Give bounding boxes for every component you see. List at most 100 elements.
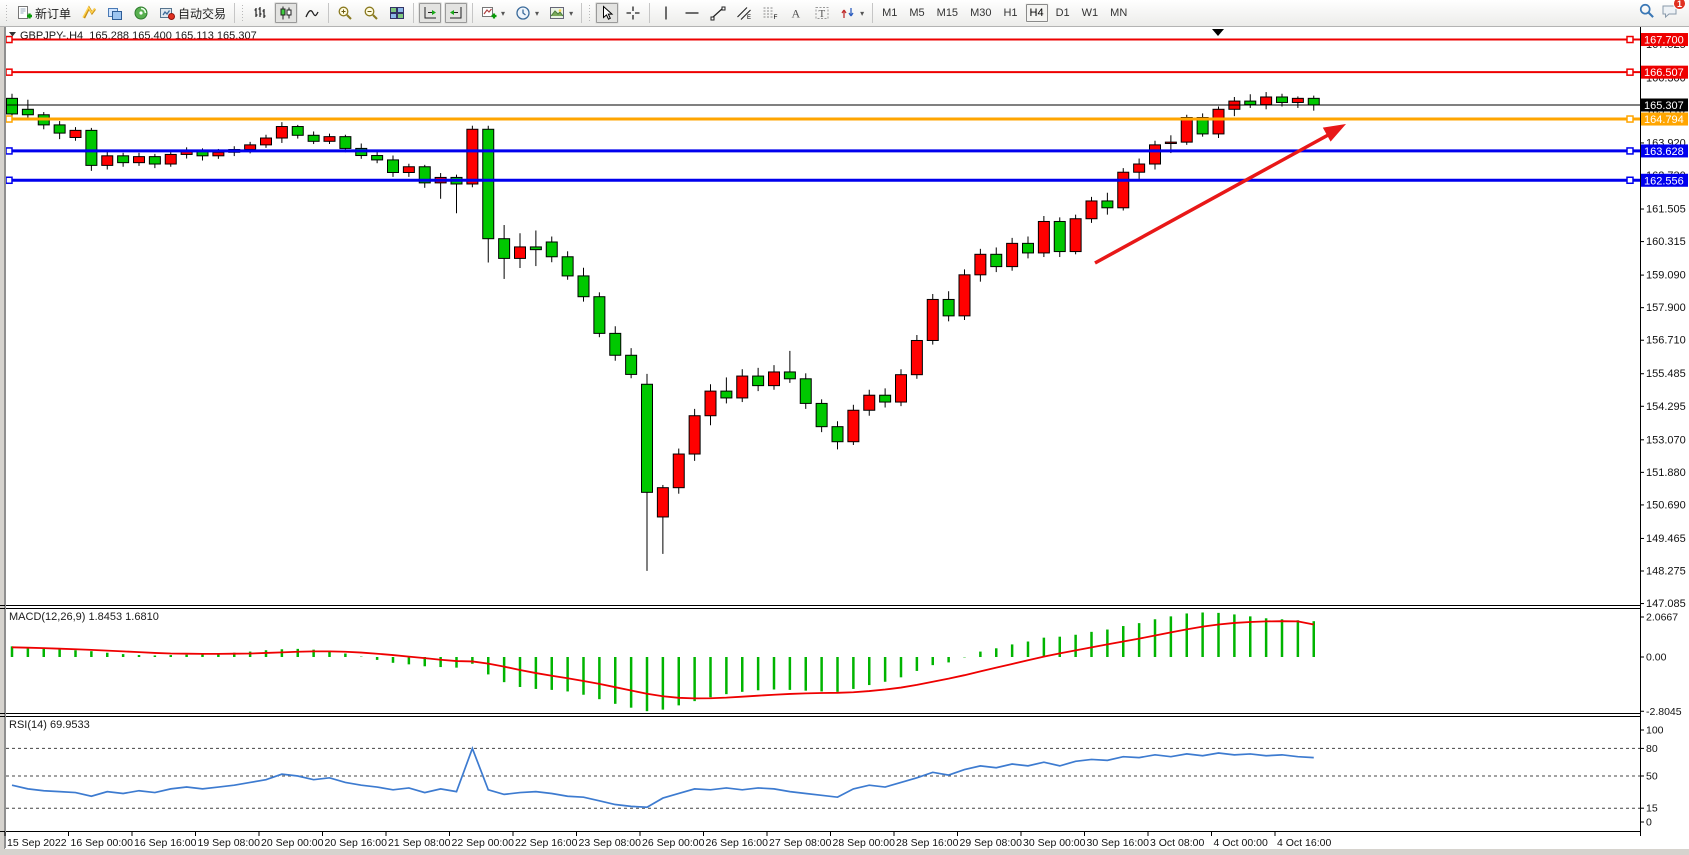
trend-arrow[interactable] xyxy=(1094,124,1346,265)
new-chart-button[interactable] xyxy=(77,2,101,24)
price-axis[interactable]: 167.525 166.300 165.110 163.920 162.730 161.5… xyxy=(1640,33,1688,610)
new-chart-icon xyxy=(81,5,97,21)
rsi-indicator xyxy=(6,745,1640,809)
navigator-button[interactable] xyxy=(129,2,153,24)
macd-signal-line xyxy=(11,620,1314,700)
crosshair-button[interactable] xyxy=(621,2,645,24)
hline-handle[interactable] xyxy=(5,115,13,123)
price-tick: 154.295 xyxy=(1646,401,1686,413)
periods-button[interactable]: ▾ xyxy=(511,2,543,24)
autotrading-button[interactable]: 自动交易 xyxy=(155,2,230,24)
price-label: 166.507 xyxy=(1644,67,1684,79)
indicators-button[interactable]: ▾ xyxy=(477,2,509,24)
toolbar-separator xyxy=(872,3,874,23)
templates-icon xyxy=(549,5,565,21)
dropdown-caret-icon[interactable]: ▾ xyxy=(569,8,574,18)
hline-button[interactable] xyxy=(680,2,704,24)
arrange-windows-button[interactable] xyxy=(385,2,409,24)
zoom-in-button[interactable] xyxy=(333,2,357,24)
rsi-axis-tick: 100 xyxy=(1646,725,1664,737)
price-label-box xyxy=(1641,98,1688,112)
price-tick: 147.085 xyxy=(1646,598,1686,610)
dropdown-caret-icon[interactable]: ▾ xyxy=(860,8,865,18)
timeframe-m15-button[interactable]: M15 xyxy=(936,7,959,19)
vline-button[interactable] xyxy=(654,2,678,24)
timeframe-h4-button[interactable]: H4 xyxy=(1024,3,1049,23)
hline-icon xyxy=(684,5,700,21)
bar-chart-icon xyxy=(252,5,268,21)
hline-handle[interactable] xyxy=(1626,176,1634,185)
rsi-axis-tick: 50 xyxy=(1646,771,1658,783)
arrows-button[interactable]: ▾ xyxy=(836,2,868,24)
time-axis[interactable]: 15 Sep 2022 16 Sep 00:00 16 Sep 16:00 19 Se… xyxy=(4,832,1331,849)
timeframe-h1-button[interactable]: H1 xyxy=(1003,7,1018,19)
notifications-button[interactable]: 1 xyxy=(1661,0,1686,24)
arrows-icon xyxy=(840,5,856,21)
auto-scroll-button[interactable] xyxy=(418,2,443,24)
price-label-box xyxy=(1641,173,1688,187)
profiles-button[interactable] xyxy=(103,2,127,24)
channel-button[interactable]: E xyxy=(732,2,756,24)
cursor-button[interactable] xyxy=(595,2,620,24)
hline-handle[interactable] xyxy=(1626,115,1634,123)
hline-handle[interactable] xyxy=(5,176,13,185)
timeframe-m1-button[interactable]: M1 xyxy=(882,7,898,19)
hline-handle[interactable] xyxy=(5,147,13,155)
zoom-out-button[interactable] xyxy=(359,2,383,24)
hline-handle[interactable] xyxy=(1626,68,1634,76)
dropdown-caret-icon[interactable]: ▾ xyxy=(501,8,506,18)
svg-text:T: T xyxy=(819,8,826,20)
search-icon[interactable] xyxy=(1638,2,1655,24)
price-tick: 159.090 xyxy=(1646,270,1686,282)
time-tick-label: 4 Oct 16:00 xyxy=(1277,837,1331,849)
chart-shift-icon xyxy=(448,5,464,21)
fibonacci-button[interactable]: F xyxy=(758,2,782,24)
crosshair-icon xyxy=(625,5,641,21)
vline-icon xyxy=(658,5,674,21)
label-button[interactable]: T xyxy=(810,2,834,24)
toolbar-separator xyxy=(328,3,330,23)
price-label: 163.628 xyxy=(1644,146,1684,158)
templates-button[interactable]: ▾ xyxy=(545,2,577,24)
time-tick-label: 4 Oct 00:00 xyxy=(1214,837,1268,849)
time-tick-label: 27 Sep 08:00 xyxy=(769,837,832,849)
price-tick: 167.525 xyxy=(1646,39,1686,51)
svg-text:F: F xyxy=(774,14,778,21)
price-tick: 160.315 xyxy=(1646,236,1686,248)
new-order-icon xyxy=(16,5,32,21)
label-icon: T xyxy=(814,5,830,21)
chart-window[interactable]: GBPJPY-,H4 165.288 165.400 165.113 165.3… xyxy=(0,27,1689,855)
timeframe-w1-button[interactable]: W1 xyxy=(1081,7,1099,19)
toolbar-grip xyxy=(240,4,246,22)
hline-handle[interactable] xyxy=(5,68,13,76)
chart-shift-button[interactable] xyxy=(444,2,469,24)
text-button[interactable]: A xyxy=(784,2,808,24)
rsi-axis-tick: 15 xyxy=(1646,803,1658,815)
new-order-button[interactable]: 新订单 xyxy=(12,2,75,24)
candlestick-button[interactable] xyxy=(274,2,299,24)
hline-handle[interactable] xyxy=(5,35,13,44)
autotrading-label: 自动交易 xyxy=(178,6,227,21)
line-chart-button[interactable] xyxy=(300,2,324,24)
timeframe-m5-button[interactable]: M5 xyxy=(909,7,925,19)
price-tick: 155.485 xyxy=(1646,368,1686,380)
toolbar-separator xyxy=(649,3,651,23)
price-tick: 153.070 xyxy=(1646,434,1686,446)
hline-objects[interactable] xyxy=(5,35,1640,185)
trendline-button[interactable] xyxy=(706,2,730,24)
timeframe-m30-button[interactable]: M30 xyxy=(970,7,992,19)
quick-nav-icon[interactable] xyxy=(9,32,16,37)
macd-indicator xyxy=(10,612,1315,712)
dropdown-caret-icon[interactable]: ▾ xyxy=(535,8,540,18)
price-tick: 157.900 xyxy=(1646,302,1686,314)
macd-axis-tick: 0.00 xyxy=(1646,652,1667,664)
bar-chart-button[interactable] xyxy=(248,2,272,24)
timeframe-mn-button[interactable]: MN xyxy=(1110,7,1128,19)
hline-handle[interactable] xyxy=(1626,35,1634,44)
hline-handle[interactable] xyxy=(1626,147,1634,155)
timeframe-d1-button[interactable]: D1 xyxy=(1055,7,1070,19)
window-left-edge xyxy=(0,27,5,855)
chart-shift-marker[interactable] xyxy=(1212,29,1224,36)
price-tick: 150.690 xyxy=(1646,499,1686,511)
